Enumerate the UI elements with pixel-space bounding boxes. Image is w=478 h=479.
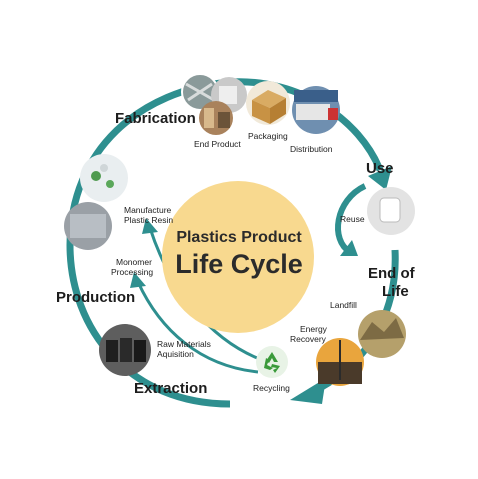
step-energy-recovery-line1: Energy xyxy=(300,324,327,334)
stage-end-of-life-line1: End of xyxy=(368,265,415,282)
recycle-to-monomer-arrow xyxy=(136,281,259,374)
step-manufacture-line2: Plastic Resin xyxy=(124,215,174,225)
photo-resin xyxy=(80,154,128,202)
step-monomer-line1: Monomer xyxy=(116,257,152,267)
use-arrowhead xyxy=(368,166,392,190)
stage-fabrication: Fabrication xyxy=(115,110,196,127)
title-line2: Life Cycle xyxy=(175,249,303,279)
recycle-to-resin-head xyxy=(142,218,158,234)
step-reuse: Reuse xyxy=(340,214,365,224)
photo-end-product xyxy=(199,101,233,135)
photo-landfill xyxy=(358,310,406,358)
step-energy-recovery-line2: Recovery xyxy=(290,334,326,344)
photo-raw-materials xyxy=(99,324,151,376)
photo-packaging xyxy=(246,81,290,125)
reuse-loop xyxy=(335,183,367,255)
step-packaging: Packaging xyxy=(248,131,288,141)
title-line1: Plastics Product xyxy=(176,229,302,246)
recycle-icon xyxy=(256,346,288,378)
stage-use: Use xyxy=(366,160,394,177)
photo-reuse xyxy=(367,187,415,235)
recycle-to-monomer-head xyxy=(130,272,146,288)
step-raw-materials-line2: Aquisition xyxy=(157,349,194,359)
photo-energy-recovery xyxy=(316,338,364,386)
stage-production: Production xyxy=(56,289,136,306)
photo-production xyxy=(64,202,112,250)
stage-end-of-life-line2: Life xyxy=(382,283,409,300)
step-recycling: Recycling xyxy=(253,383,290,393)
reuse-arrowhead xyxy=(340,240,358,256)
step-monomer-line2: Processing xyxy=(111,267,154,277)
recycling-arrowhead xyxy=(290,378,326,404)
step-end-product: End Product xyxy=(194,139,241,149)
photo-distribution xyxy=(292,86,340,134)
step-distribution: Distribution xyxy=(290,144,333,154)
step-raw-materials-line1: Raw Materials xyxy=(157,339,211,349)
step-landfill: Landfill xyxy=(330,300,357,310)
center-circle xyxy=(162,181,314,333)
step-manufacture-line1: Manufacture xyxy=(124,205,172,215)
stage-extraction: Extraction xyxy=(134,380,208,397)
